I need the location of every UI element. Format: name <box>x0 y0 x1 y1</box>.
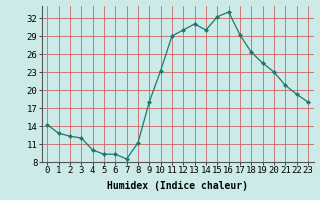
X-axis label: Humidex (Indice chaleur): Humidex (Indice chaleur) <box>107 181 248 191</box>
